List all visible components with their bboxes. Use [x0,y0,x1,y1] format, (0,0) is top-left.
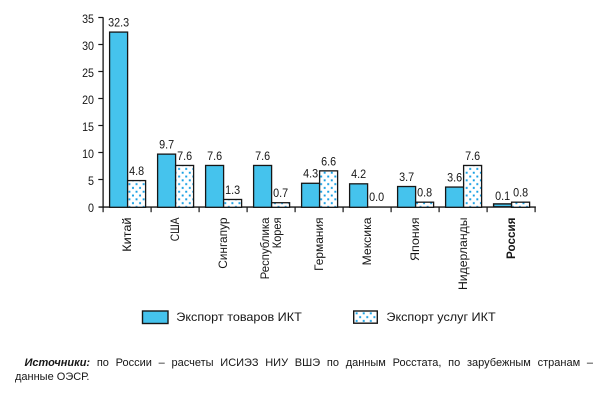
svg-text:4.2: 4.2 [351,167,366,181]
svg-text:0.8: 0.8 [513,186,528,200]
svg-text:0.8: 0.8 [417,186,432,200]
svg-text:7.6: 7.6 [207,149,222,163]
svg-text:Япония: Япония [410,218,422,262]
svg-text:Германия: Германия [314,218,326,271]
svg-text:Республика: Республика [260,217,272,279]
svg-text:Сингапур: Сингапур [218,218,230,269]
svg-text:15: 15 [82,120,94,134]
svg-text:10: 10 [82,147,94,161]
svg-text:Мексика: Мексика [362,217,374,266]
svg-text:0.7: 0.7 [273,186,288,200]
svg-text:0.0: 0.0 [369,190,384,204]
svg-text:Китай: Китай [122,218,134,252]
svg-text:Корея: Корея [272,218,284,249]
svg-text:6.6: 6.6 [321,154,336,168]
svg-text:1.3: 1.3 [225,183,240,197]
svg-text:20: 20 [82,93,94,107]
svg-text:7.6: 7.6 [465,149,480,163]
svg-text:Экспорт услуг ИКТ: Экспорт услуг ИКТ [386,310,496,324]
svg-text:4.3: 4.3 [303,167,318,181]
svg-text:0.1: 0.1 [495,189,510,203]
svg-text:5: 5 [88,174,94,188]
svg-text:3.6: 3.6 [447,171,462,185]
svg-text:4.8: 4.8 [129,164,144,178]
svg-text:30: 30 [82,39,94,53]
svg-text:7.6: 7.6 [255,149,270,163]
svg-text:25: 25 [82,66,94,80]
svg-text:9.7: 9.7 [159,138,174,152]
svg-text:Нидерланды: Нидерланды [458,218,470,291]
svg-text:США: США [170,217,182,241]
svg-text:35: 35 [82,12,94,26]
svg-text:0: 0 [88,201,94,215]
svg-text:Экспорт товаров ИКТ: Экспорт товаров ИКТ [176,310,302,324]
svg-text:3.7: 3.7 [399,170,414,184]
svg-text:7.6: 7.6 [177,149,192,163]
svg-text:Россия: Россия [506,218,518,260]
svg-text:32.3: 32.3 [108,16,129,30]
